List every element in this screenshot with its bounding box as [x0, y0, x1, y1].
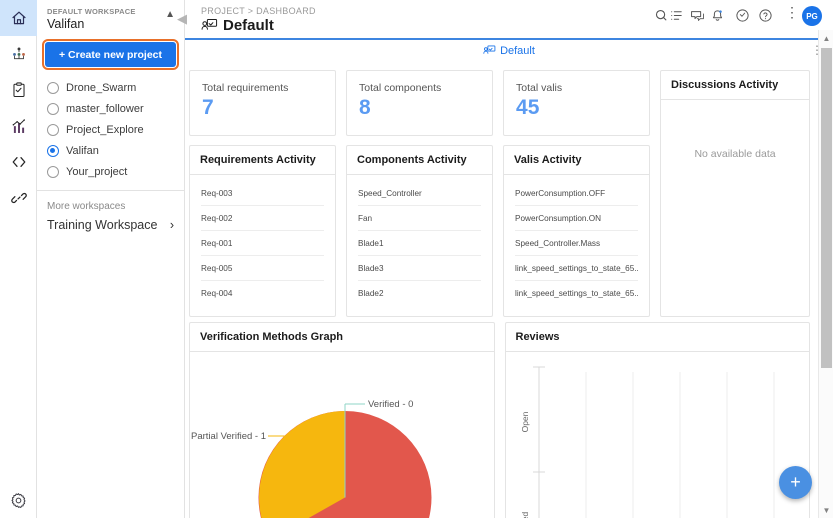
- svg-text:Verified - 0: Verified - 0: [368, 399, 413, 410]
- svg-text:Open: Open: [520, 411, 530, 432]
- svg-text:Approved: Approved: [520, 512, 530, 518]
- svg-text:Partial Verified - 1: Partial Verified - 1: [191, 431, 266, 442]
